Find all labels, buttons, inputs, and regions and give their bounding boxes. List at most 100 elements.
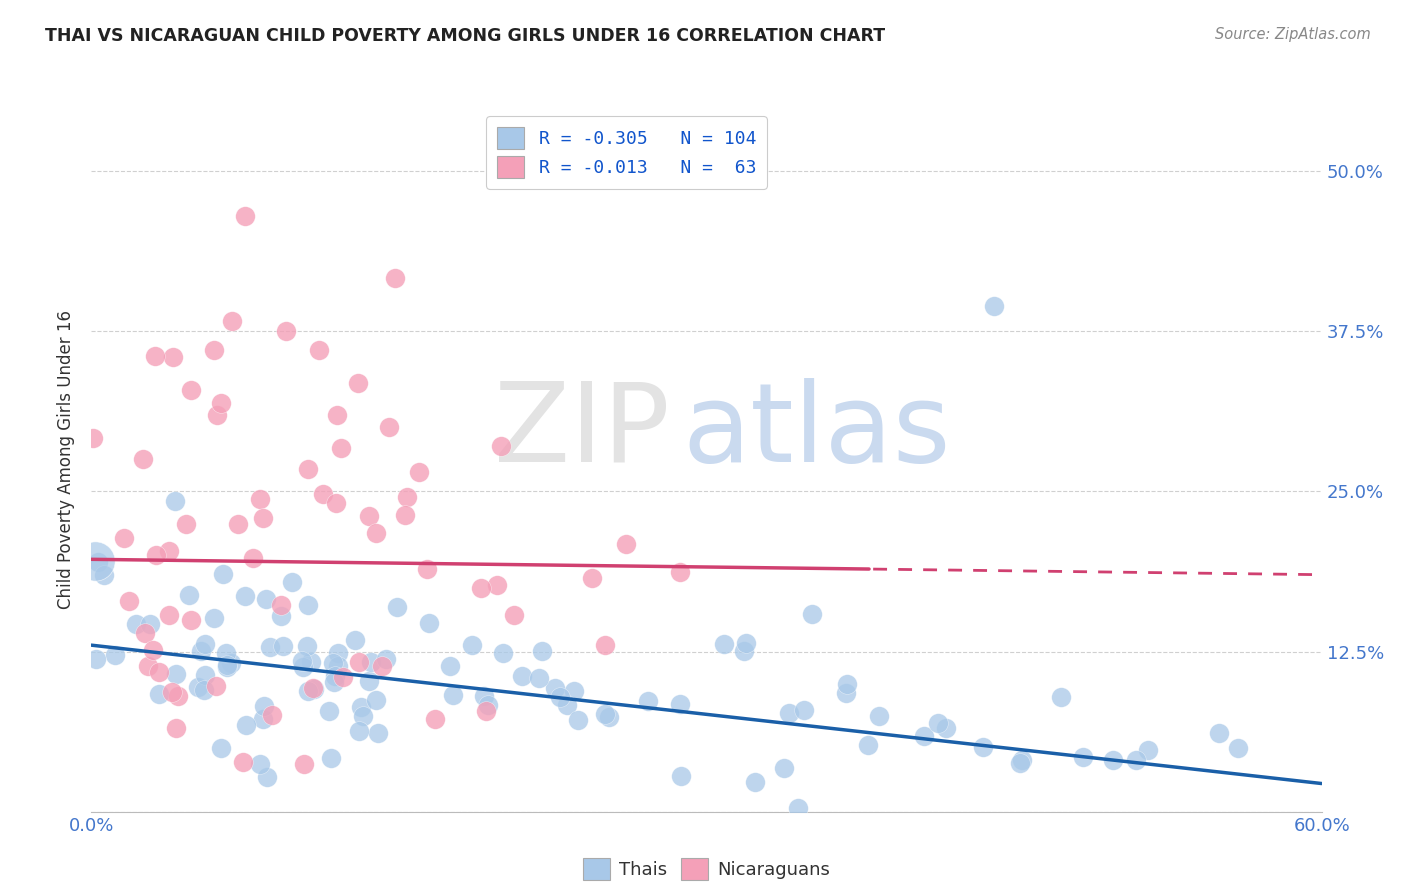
Point	[252, 511, 274, 525]
Point	[249, 492, 271, 507]
Point	[472, 689, 495, 703]
Point	[217, 658, 239, 673]
Point	[531, 643, 554, 657]
Text: ZIP: ZIP	[494, 377, 669, 484]
Point	[772, 760, 794, 774]
Point	[367, 726, 389, 740]
Point	[180, 383, 202, 397]
Point	[396, 490, 419, 504]
Point	[346, 376, 368, 390]
Point	[291, 660, 314, 674]
Text: atlas: atlas	[682, 377, 950, 484]
Point	[347, 655, 370, 669]
Point	[835, 677, 858, 691]
Point	[131, 452, 153, 467]
Point	[858, 738, 880, 752]
Point	[562, 684, 585, 698]
Point	[326, 658, 349, 673]
Point	[350, 699, 373, 714]
Point	[1050, 690, 1073, 704]
Point	[118, 593, 141, 607]
Point	[1011, 753, 1033, 767]
Point	[252, 713, 274, 727]
Point	[215, 660, 238, 674]
Point	[557, 698, 579, 712]
Point	[323, 675, 346, 690]
Point	[84, 553, 107, 567]
Text: THAI VS NICARAGUAN CHILD POVERTY AMONG GIRLS UNDER 16 CORRELATION CHART: THAI VS NICARAGUAN CHILD POVERTY AMONG G…	[45, 27, 886, 45]
Point	[93, 567, 115, 582]
Point	[304, 682, 326, 697]
Point	[259, 640, 281, 654]
Point	[935, 721, 957, 735]
Point	[134, 625, 156, 640]
Point	[256, 770, 278, 784]
Point	[359, 674, 381, 689]
Point	[1125, 753, 1147, 767]
Point	[972, 739, 994, 754]
Point	[581, 571, 603, 585]
Point	[343, 633, 366, 648]
Point	[475, 704, 498, 718]
Point	[461, 638, 484, 652]
Point	[441, 688, 464, 702]
Point	[202, 343, 225, 358]
Point	[221, 314, 243, 328]
Point	[375, 652, 398, 666]
Point	[297, 599, 319, 613]
Point	[253, 699, 276, 714]
Point	[157, 608, 180, 623]
Point	[297, 684, 319, 698]
Point	[235, 718, 257, 732]
Legend: Thais, Nicaraguans: Thais, Nicaraguans	[575, 851, 838, 888]
Point	[215, 646, 238, 660]
Point	[593, 638, 616, 652]
Point	[82, 430, 104, 444]
Point	[418, 616, 440, 631]
Point	[194, 667, 217, 681]
Point	[1137, 743, 1160, 757]
Point	[744, 775, 766, 789]
Point	[297, 462, 319, 476]
Point	[326, 646, 349, 660]
Point	[270, 598, 292, 612]
Point	[233, 209, 256, 223]
Point	[371, 658, 394, 673]
Point	[124, 616, 146, 631]
Point	[136, 658, 159, 673]
Point	[332, 670, 354, 684]
Point	[148, 665, 170, 679]
Point	[793, 703, 815, 717]
Point	[162, 350, 184, 364]
Point	[242, 550, 264, 565]
Point	[249, 757, 271, 772]
Point	[347, 723, 370, 738]
Point	[510, 668, 533, 682]
Point	[86, 555, 108, 569]
Point	[912, 729, 935, 743]
Point	[800, 607, 823, 622]
Point	[329, 442, 352, 456]
Point	[271, 639, 294, 653]
Point	[187, 681, 209, 695]
Point	[927, 715, 949, 730]
Point	[1010, 756, 1032, 770]
Point	[112, 531, 135, 545]
Point	[416, 562, 439, 576]
Point	[165, 721, 187, 735]
Point	[292, 757, 315, 772]
Point	[734, 636, 756, 650]
Point	[209, 740, 232, 755]
Point	[778, 706, 800, 721]
Point	[260, 707, 283, 722]
Point	[598, 710, 620, 724]
Point	[202, 611, 225, 625]
Point	[470, 581, 492, 595]
Point	[733, 644, 755, 658]
Point	[205, 408, 228, 422]
Point	[384, 271, 406, 285]
Point	[312, 486, 335, 500]
Point	[485, 578, 508, 592]
Point	[318, 704, 340, 718]
Point	[165, 667, 187, 681]
